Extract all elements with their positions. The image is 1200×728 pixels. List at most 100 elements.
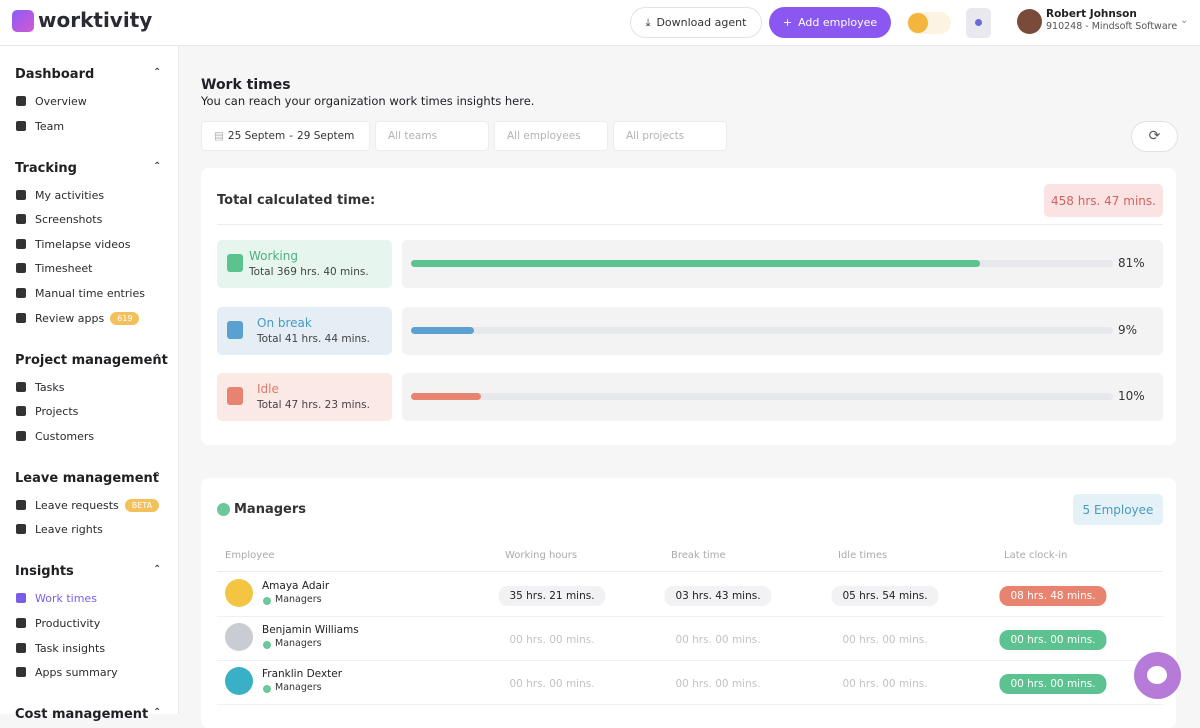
- menu-item[interactable]: Apps summary: [16, 666, 118, 679]
- column-header: Working hours: [505, 550, 578, 561]
- menu-item[interactable]: Tasks: [16, 380, 65, 394]
- section-title[interactable]: Tracking: [15, 160, 77, 176]
- team-card: Managers 5 Employee Employee Working hour…: [201, 478, 1176, 728]
- menu-item[interactable]: Projects: [16, 405, 79, 419]
- logo-icon: [12, 10, 34, 32]
- column-header: Late clock-in: [1004, 550, 1068, 561]
- time-pill: 05 hrs. 54 mins.: [831, 586, 939, 606]
- section-title[interactable]: Project management: [15, 352, 168, 368]
- progress-bar: [411, 260, 980, 267]
- menu-item[interactable]: Leave requests BETA: [16, 498, 160, 512]
- group-dot: [263, 685, 271, 693]
- menu-label: Manual time entries: [35, 287, 145, 300]
- section-title[interactable]: Leave management: [15, 470, 159, 486]
- menu-item[interactable]: Timesheet: [16, 262, 92, 275]
- progress-bar: [411, 393, 482, 400]
- top-bar: worktivity ⤓ Download agent + Add employee…: [0, 0, 1200, 46]
- section-caret[interactable]: ⌃: [153, 564, 162, 576]
- progress-track: 9%: [402, 306, 1163, 355]
- logo[interactable]: worktivity: [38, 8, 153, 32]
- menu-label: Timelapse videos: [35, 237, 131, 251]
- status-button[interactable]: [966, 8, 991, 38]
- date-filter[interactable]: ▤ 25 Septem -29 Septem: [201, 121, 370, 151]
- download-button[interactable]: ⤓ Download agent: [630, 7, 762, 38]
- section-title[interactable]: Insights: [15, 564, 74, 580]
- chat-button[interactable]: [1134, 652, 1181, 699]
- teams-filter[interactable]: All teams: [375, 121, 489, 151]
- menu-label: Review apps: [35, 311, 105, 325]
- section-caret[interactable]: ⌃: [153, 352, 162, 364]
- menu-item[interactable]: My activities: [16, 189, 104, 202]
- column-header: Idle times: [838, 550, 888, 561]
- group-dot: [263, 597, 271, 605]
- time-type-label: Idle: [257, 382, 279, 396]
- menu-item[interactable]: Work times: [16, 592, 97, 605]
- menu-item[interactable]: Leave rights: [16, 523, 103, 536]
- menu-item[interactable]: Productivity: [16, 617, 100, 630]
- projects-filter[interactable]: All projects: [613, 121, 727, 151]
- menu-icon: [16, 381, 26, 392]
- section-title[interactable]: Dashboard: [15, 67, 95, 82]
- menu-item[interactable]: Review apps 619: [16, 311, 140, 325]
- menu-item[interactable]: Overview: [16, 95, 87, 108]
- menu-icon: [16, 524, 26, 535]
- menu-item[interactable]: Timelapse videos: [16, 237, 131, 251]
- page-title: Work times: [201, 77, 291, 93]
- menu-item[interactable]: Manual time entries: [16, 287, 145, 300]
- employee-name[interactable]: Franklin Dexter: [262, 668, 343, 680]
- progress-percent: 10%: [1118, 389, 1145, 403]
- progress-track: 81%: [402, 240, 1163, 288]
- employees-filter[interactable]: All employees: [494, 121, 608, 151]
- menu-label: Overview: [35, 95, 87, 108]
- employee-avatar[interactable]: [225, 579, 253, 607]
- plus-icon: +: [782, 16, 793, 29]
- progress-bar: [411, 326, 475, 334]
- progress-percent: 9%: [1118, 322, 1138, 337]
- user-menu-caret[interactable]: ⌄: [1180, 15, 1189, 26]
- time-type-box: Idle Total 47 hrs. 23 mins.: [217, 373, 392, 421]
- date-from: 25 Septem: [227, 130, 286, 142]
- employee-avatar[interactable]: [225, 623, 253, 651]
- employee-group: Managers: [275, 638, 322, 649]
- menu-icon: [16, 642, 26, 653]
- row-divider: [217, 616, 1163, 617]
- add-label: Add employee: [798, 16, 878, 29]
- section-caret[interactable]: ⌃: [153, 67, 162, 78]
- menu-icon: [16, 312, 26, 323]
- employee-name[interactable]: Amaya Adair: [262, 580, 330, 592]
- menu-label: Tasks: [35, 380, 65, 394]
- employee-group: Managers: [275, 594, 322, 605]
- menu-label: Projects: [35, 405, 79, 419]
- time-type-icon: [227, 320, 243, 339]
- menu-icon: [16, 667, 26, 678]
- menu-item[interactable]: Task insights: [16, 642, 105, 655]
- late-pill: 00 hrs. 00 mins.: [999, 674, 1107, 694]
- add-employee-button[interactable]: + Add employee: [769, 7, 891, 38]
- section-caret[interactable]: ⌃: [153, 470, 162, 482]
- section-caret[interactable]: ⌃: [153, 160, 162, 172]
- menu-item[interactable]: Customers: [16, 430, 94, 443]
- menu-item[interactable]: Team: [16, 119, 65, 133]
- refresh-button[interactable]: ⟳: [1131, 121, 1178, 152]
- late-pill: 00 hrs. 00 mins.: [999, 630, 1107, 650]
- time-type-box: Working Total 369 hrs. 40 mins.: [217, 240, 392, 288]
- employee-avatar[interactable]: [225, 667, 253, 695]
- employee-name[interactable]: Benjamin Williams: [262, 624, 359, 636]
- user-company: 910248 - Mindsoft Software: [1046, 21, 1178, 32]
- menu-label: Team: [35, 119, 65, 133]
- user-avatar[interactable]: [1017, 9, 1042, 34]
- section-title[interactable]: Cost management: [15, 707, 149, 723]
- time-type-total: Total 369 hrs. 40 mins.: [249, 266, 369, 278]
- theme-toggle[interactable]: [907, 12, 951, 34]
- menu-icon: [16, 120, 26, 131]
- summary-total: 458 hrs. 47 mins.: [1044, 184, 1163, 217]
- menu-icon: [16, 263, 26, 274]
- user-name[interactable]: Robert Johnson: [1046, 8, 1137, 20]
- menu-item[interactable]: Screenshots: [16, 213, 103, 227]
- menu-label: Screenshots: [35, 213, 103, 227]
- time-type-icon: [227, 387, 243, 405]
- menu-badge: BETA: [124, 498, 160, 512]
- teams-label: All teams: [388, 130, 438, 142]
- section-caret[interactable]: ⌃: [153, 707, 162, 719]
